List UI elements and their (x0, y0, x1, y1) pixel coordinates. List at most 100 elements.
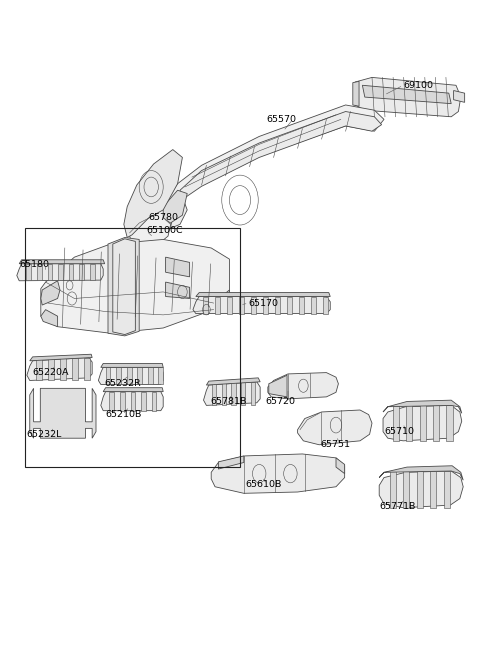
Polygon shape (30, 354, 92, 361)
Polygon shape (214, 290, 229, 310)
Polygon shape (170, 112, 382, 228)
Polygon shape (84, 358, 90, 380)
Polygon shape (27, 358, 92, 380)
Polygon shape (193, 297, 330, 314)
Polygon shape (127, 367, 132, 384)
Polygon shape (263, 297, 268, 314)
Polygon shape (41, 239, 229, 333)
Polygon shape (90, 264, 95, 280)
Polygon shape (212, 382, 216, 405)
Polygon shape (166, 257, 190, 277)
Text: 65710: 65710 (384, 427, 414, 436)
Polygon shape (390, 471, 396, 508)
Polygon shape (420, 405, 426, 441)
Bar (25, 228, 240, 467)
Polygon shape (211, 454, 345, 493)
Text: 65220A: 65220A (33, 368, 69, 377)
Text: 65100C: 65100C (146, 226, 183, 236)
Polygon shape (336, 458, 345, 474)
Polygon shape (196, 293, 330, 297)
Polygon shape (403, 471, 409, 508)
Polygon shape (101, 392, 163, 411)
Polygon shape (30, 388, 96, 438)
Polygon shape (48, 358, 54, 380)
Polygon shape (58, 264, 63, 280)
Polygon shape (79, 264, 84, 280)
Polygon shape (231, 382, 236, 405)
Polygon shape (41, 281, 60, 305)
Polygon shape (298, 410, 372, 445)
Polygon shape (383, 405, 462, 441)
Polygon shape (433, 405, 439, 441)
Polygon shape (355, 77, 461, 117)
Polygon shape (36, 358, 42, 380)
Text: 65570: 65570 (266, 115, 297, 124)
Polygon shape (26, 264, 31, 280)
Polygon shape (353, 81, 359, 106)
Polygon shape (206, 378, 260, 385)
Polygon shape (141, 392, 146, 411)
Polygon shape (239, 297, 244, 314)
Polygon shape (362, 85, 451, 104)
Text: 65610B: 65610B (246, 480, 282, 489)
Polygon shape (204, 382, 260, 405)
Text: 65232L: 65232L (26, 430, 62, 439)
Text: 65781B: 65781B (210, 397, 247, 406)
Polygon shape (163, 190, 187, 223)
Polygon shape (269, 375, 287, 397)
Polygon shape (241, 382, 245, 405)
Polygon shape (120, 392, 125, 411)
Text: 65180: 65180 (19, 260, 49, 269)
Polygon shape (203, 297, 208, 314)
Polygon shape (251, 297, 256, 314)
Polygon shape (148, 367, 153, 384)
Polygon shape (446, 405, 453, 441)
Polygon shape (268, 373, 338, 399)
Text: 65771B: 65771B (379, 502, 416, 511)
Polygon shape (251, 382, 255, 405)
Text: 65751: 65751 (321, 440, 350, 449)
Text: 65780: 65780 (149, 213, 179, 222)
Polygon shape (379, 471, 463, 508)
Polygon shape (48, 264, 52, 280)
Polygon shape (383, 400, 462, 413)
Text: 69100: 69100 (403, 81, 433, 90)
Polygon shape (137, 367, 142, 384)
Polygon shape (108, 237, 139, 336)
Polygon shape (393, 405, 399, 441)
Polygon shape (116, 367, 121, 384)
Polygon shape (17, 264, 103, 281)
Polygon shape (299, 297, 304, 314)
Polygon shape (101, 363, 163, 367)
Polygon shape (311, 297, 316, 314)
Polygon shape (218, 456, 244, 469)
Polygon shape (103, 388, 163, 392)
Polygon shape (131, 392, 135, 411)
Polygon shape (37, 264, 42, 280)
Polygon shape (454, 91, 465, 102)
Polygon shape (152, 392, 156, 411)
Polygon shape (124, 150, 182, 237)
Text: 65720: 65720 (265, 397, 295, 406)
Polygon shape (19, 260, 105, 264)
Polygon shape (130, 105, 384, 251)
Polygon shape (98, 367, 163, 384)
Polygon shape (227, 297, 232, 314)
Text: 65232R: 65232R (105, 379, 142, 388)
Polygon shape (41, 310, 58, 327)
Polygon shape (379, 466, 463, 480)
Polygon shape (406, 405, 412, 441)
Polygon shape (323, 297, 328, 314)
Polygon shape (287, 297, 292, 314)
Polygon shape (72, 358, 78, 380)
Polygon shape (417, 471, 423, 508)
Polygon shape (222, 382, 226, 405)
Polygon shape (275, 297, 280, 314)
Polygon shape (69, 264, 73, 280)
Polygon shape (106, 367, 110, 384)
Polygon shape (430, 471, 436, 508)
Polygon shape (158, 367, 163, 384)
Polygon shape (166, 282, 190, 298)
Polygon shape (109, 392, 114, 411)
Text: 65170: 65170 (249, 298, 278, 308)
